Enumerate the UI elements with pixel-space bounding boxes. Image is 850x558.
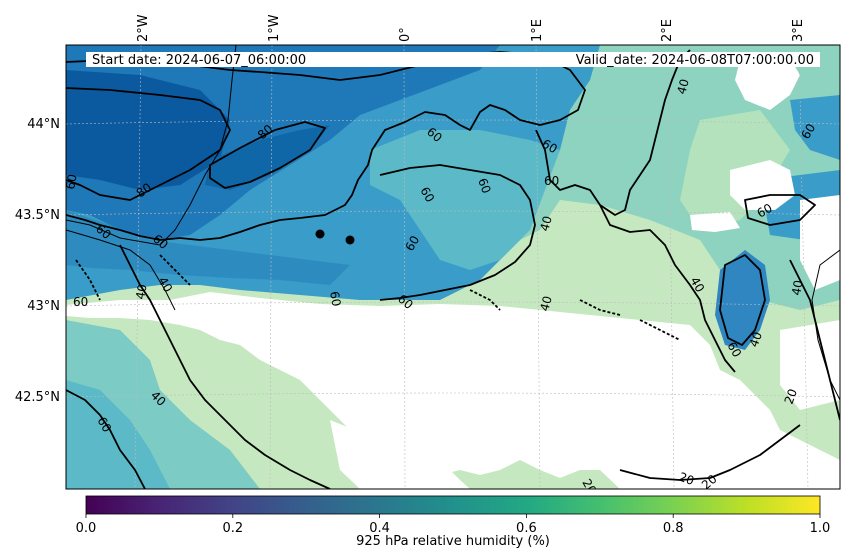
latitude-label: 43.5°N	[15, 208, 60, 223]
contour-60-north	[66, 51, 586, 241]
contour-label: 40	[133, 283, 149, 300]
contour-label: 60	[417, 185, 437, 205]
contour-label: 40	[789, 279, 805, 296]
longitude-label: 1°W	[267, 14, 282, 42]
map-frame	[65, 44, 841, 490]
info-bar	[86, 52, 820, 67]
contour-40-far-east	[789, 259, 840, 421]
no-data-south	[66, 292, 840, 489]
start-date-text: Start date: 2024-06-07_06:00:00	[92, 53, 306, 68]
longitude-label: 3°E	[791, 19, 806, 42]
map-panel: 80 80 60 60 60 60 60 60 60 60 60 60 40 4…	[63, 45, 840, 497]
contour-label: 60	[540, 136, 560, 156]
colorbar: 0.0 0.2 0.4 0.6 0.8 1.0 925 hPa relative…	[76, 495, 831, 549]
no-data-south-lower	[330, 420, 470, 489]
contour-40-southwest	[119, 244, 331, 489]
humidity-field-band-north	[66, 210, 350, 285]
contour-lines	[66, 49, 840, 489]
longitude-label: 2°W	[136, 14, 151, 42]
contour-label: 40	[537, 294, 554, 312]
contour-label-group: 80 80 60 60 60 60 60 60 60 60 60 60 40 4…	[63, 77, 818, 497]
station-marker	[345, 235, 355, 245]
contour-label: 60	[73, 295, 88, 309]
contour-label: 20	[579, 477, 599, 497]
contour-label: 60	[544, 174, 559, 188]
colorbar-tick-label: 0.4	[369, 521, 390, 536]
contour-40-east-lower	[599, 204, 736, 373]
contour-label: 40	[537, 214, 554, 232]
contour-label: 40	[747, 330, 765, 349]
no-data-northeast	[735, 58, 800, 110]
contour-label: 40	[687, 275, 707, 295]
humidity-field-high-northeast-2	[790, 95, 840, 160]
contour-label: 60	[327, 290, 343, 307]
no-data-far-east	[800, 195, 840, 290]
contour-label: 60	[94, 415, 114, 435]
colorbar-gradient	[85, 495, 821, 515]
contour-edge-islands	[75, 254, 681, 341]
contour-80-band	[209, 121, 326, 189]
humidity-field-mid-center	[370, 130, 560, 270]
colorbar-tick-label: 1.0	[810, 521, 831, 536]
latitude-labels: 44°N 43.5°N 43°N 42.5°N	[15, 117, 60, 405]
valid-date-text: Valid_date: 2024-06-08T07:00:00.00	[576, 53, 814, 68]
contour-label: 20	[677, 470, 696, 488]
contour-label: 60	[475, 176, 493, 195]
no-data-east-band	[780, 320, 840, 410]
contour-label: 40	[155, 275, 175, 295]
contour-label: 60	[63, 173, 79, 190]
contour-60-southwest	[66, 389, 146, 489]
colorbar-title: 925 hPa relative humidity (%)	[356, 534, 550, 549]
station-marker	[315, 229, 325, 239]
contour-60-northeast	[744, 194, 816, 226]
latitude-label: 44°N	[27, 117, 60, 132]
contour-80-northwest	[66, 87, 231, 201]
no-data-east	[730, 160, 795, 210]
contour-20-southeast	[619, 424, 801, 481]
colorbar-ticks	[85, 514, 821, 518]
longitude-label: 0°	[398, 27, 413, 42]
latitude-label: 43°N	[27, 299, 60, 314]
longitude-label: 1°E	[530, 19, 545, 42]
colorbar-tick-label: 0.0	[76, 521, 97, 536]
contour-label: 60	[724, 340, 744, 360]
longitude-label: 2°E	[660, 19, 675, 42]
humidity-field-very-high-band	[205, 125, 330, 190]
contour-60-middle	[379, 164, 536, 301]
colorbar-tick-label: 0.6	[516, 521, 537, 536]
humidity-field-very-high-northwest	[66, 70, 230, 190]
contour-40-east	[535, 49, 691, 216]
colorbar-tick-label: 0.2	[222, 521, 243, 536]
contour-label: 60	[402, 233, 422, 253]
colorbar-tick-label: 0.8	[663, 521, 684, 536]
contour-label: 40	[674, 77, 691, 95]
contour-60-east-cell	[719, 254, 766, 346]
contour-label: 60	[755, 201, 775, 221]
latitude-label: 42.5°N	[15, 390, 60, 405]
longitude-labels: 2°W 1°W 0° 1°E 2°E 3°E	[136, 14, 806, 42]
contour-label: 20	[782, 387, 800, 406]
no-data-east-2	[690, 212, 740, 232]
contour-label: 60	[798, 121, 818, 141]
